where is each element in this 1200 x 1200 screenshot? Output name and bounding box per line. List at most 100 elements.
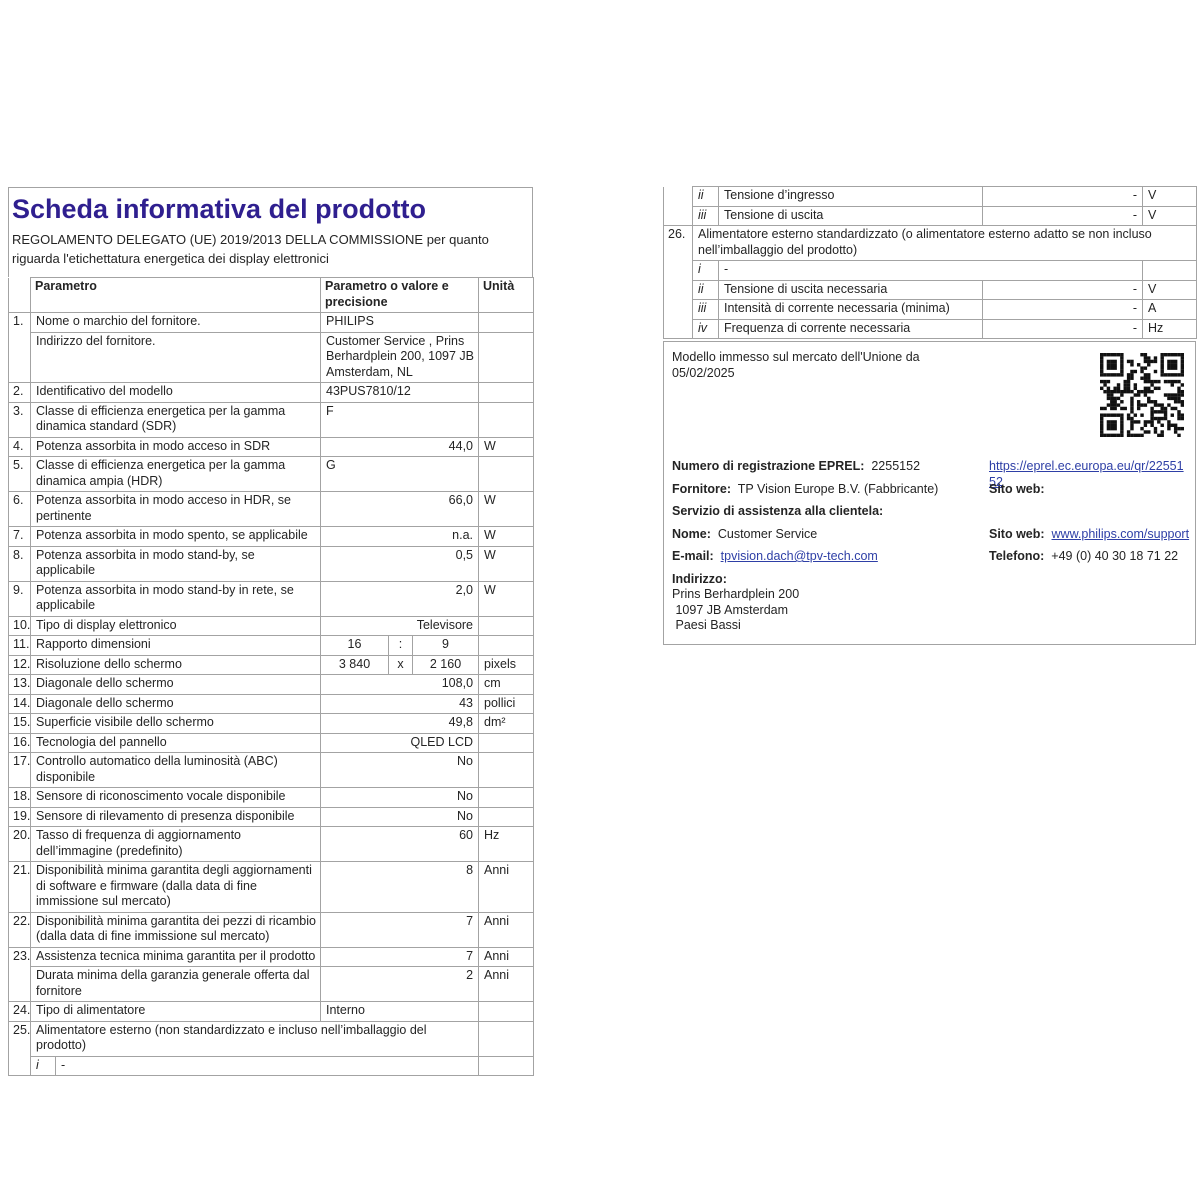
param-label: Frequenza di corrente necessaria	[718, 318, 983, 339]
unit-label	[478, 635, 535, 656]
param-value: 7	[319, 911, 480, 948]
param-value: -	[982, 205, 1143, 226]
field-label: Nome:	[672, 526, 711, 541]
sub-number: iv	[692, 318, 719, 339]
param-value: n.a.	[319, 526, 480, 547]
header-unita: Unità	[478, 277, 535, 313]
value-part-2: 2 160	[411, 654, 480, 675]
row-number	[663, 186, 693, 226]
table-row: 4. Potenza assorbita in modo acceso in SD…	[8, 436, 535, 457]
sub-number: iii	[692, 299, 719, 320]
eprel-link[interactable]: https://eprel.ec.europa.eu/qr/2255152	[989, 459, 1184, 489]
table-row: 6. Potenza assorbita in modo acceso in HD…	[8, 491, 535, 527]
table-row: 23. Assistenza tecnica minima garantita p…	[8, 946, 535, 1002]
row-number: 18.	[8, 787, 31, 808]
title-box: Scheda informativa del prodotto REGOLAME…	[8, 187, 533, 277]
row-number: 20.	[8, 826, 31, 862]
table-row: ii Tensione di uscita necessaria - V	[664, 279, 1197, 300]
table-row: 13. Diagonale dello schermo 108,0 cm	[8, 674, 535, 695]
table-row: iii Tensione di uscita - V	[664, 205, 1197, 226]
param-value: QLED LCD	[319, 732, 480, 753]
sub-number: i	[30, 1055, 56, 1076]
header-valore: Parametro o valore e pre­cisione	[319, 277, 480, 313]
row-number: 8.	[8, 545, 31, 582]
param-value: -	[718, 260, 1143, 281]
param-value: 43PUS7810/12	[319, 382, 480, 403]
param-label: Intensità di corrente necessaria (minima…	[718, 299, 983, 320]
email-row: E-mail: tpvision.dach@tpv-tech.com Telefo…	[672, 549, 1187, 565]
field-label: Servizio di assistenza alla clientela:	[672, 504, 884, 518]
param-value: Interno	[319, 1001, 480, 1022]
param-label: Potenza assorbita in modo stand-by in re…	[30, 580, 321, 617]
unit-label	[478, 806, 535, 827]
table-row: iii Intensità di corrente necessaria (min…	[664, 299, 1197, 320]
unit-label	[478, 312, 535, 333]
param-label: Potenza assorbita in modo acceso in SDR	[30, 436, 321, 457]
table-row: i-	[9, 1055, 535, 1076]
unit-label	[478, 401, 535, 438]
field-label: Numero di registrazione EPREL:	[672, 459, 865, 473]
param-value: G	[319, 456, 480, 492]
param-value: No	[319, 752, 480, 788]
param-value: -	[982, 299, 1143, 320]
philips-support-link[interactable]: www.philips.com/support	[1051, 526, 1190, 541]
row-number: 19.	[8, 806, 31, 827]
param-label: Sensore di rilevamento di presenza dispo…	[30, 806, 321, 827]
unit-label: Anni	[478, 911, 535, 948]
unit-label: Anni	[478, 861, 535, 913]
address-line: Prins Berhardplein 200	[672, 587, 800, 601]
eprel-row: Numero di registrazione EPREL: 2255152 ht…	[672, 459, 1187, 489]
table-row: 8. Potenza assorbita in modo stand-by, se…	[8, 545, 535, 582]
unit-label: W	[478, 436, 535, 457]
sub-number: ii	[692, 279, 719, 300]
info-left-column: Servizio di assistenza alla clientela:	[672, 504, 982, 520]
param-value: PHILIPS	[319, 312, 480, 333]
param-label: Disponibilità minima garantita degli agg…	[30, 861, 321, 913]
table-row: 19. Sensore di rilevamento di presenza di…	[8, 806, 535, 827]
row-number: 24.	[8, 1001, 31, 1022]
sub-number: iii	[692, 205, 719, 226]
table-row: 7. Potenza assorbita in modo spento, se a…	[8, 526, 535, 547]
email-link[interactable]: tpvision.dach@tpv-tech.com	[720, 549, 878, 563]
param-value: 49,8	[319, 713, 480, 734]
unit-label: W	[478, 580, 535, 617]
param-label: Tensione d’ingresso	[718, 186, 983, 207]
unit-label: Hz	[1142, 318, 1197, 339]
info-left-column: Fornitore: TP Vision Europe B.V. (Fabbri…	[672, 481, 939, 496]
row-number: 16.	[8, 732, 31, 753]
row-number: 21.	[8, 861, 31, 913]
table-row: 16. Tecnologia del pannello QLED LCD	[8, 732, 535, 753]
unit-label: dm²	[478, 713, 535, 734]
info-left-column: Indirizzo:	[672, 572, 982, 588]
param-label: Potenza assorbita in modo stand-by, se a…	[30, 545, 321, 582]
unit-label: A	[1142, 299, 1197, 320]
unit-label	[478, 732, 535, 753]
unit-label	[478, 456, 535, 492]
main-sheet-block: Scheda informativa del prodotto REGOLAME…	[8, 187, 535, 1076]
unit-label	[478, 752, 535, 788]
table-header-row: Parametro Parametro o valore e pre­cisio…	[8, 277, 535, 313]
row-number: 10.	[8, 615, 31, 636]
param-label: Tecnologia del pannello	[30, 732, 321, 753]
param-label: Nome o marchio del fornitore.	[30, 312, 321, 333]
field-label: Sito web:	[989, 526, 1045, 541]
table-row: 26. Alimentatore esterno standardizzato (…	[663, 225, 1197, 339]
param-label: Alimentatore esterno standardizzato (o a…	[692, 225, 1197, 261]
param-label: Tasso di frequenza di aggiornamento dell…	[30, 826, 321, 862]
info-right-column: Sito web: www.philips.com/support	[989, 527, 1197, 543]
table-row: iv Frequenza di corrente necessaria - Hz	[664, 318, 1197, 339]
row-number: 7.	[8, 526, 31, 547]
row-number: 9.	[8, 580, 31, 617]
param-value: 2	[319, 966, 480, 1002]
table-row: 12. Risoluzione dello schermo 3 840 x 2 160 p…	[8, 654, 535, 675]
param-label: Identificativo del modello	[30, 382, 321, 403]
table-row: 24. Tipo di alimentatore Interno	[8, 1001, 535, 1022]
value-separator: x	[388, 654, 413, 675]
param-value: -	[982, 186, 1143, 207]
table-row: 1. Nome o marchio del fornitore. PHILIPS	[8, 312, 535, 383]
unit-label: V	[1142, 205, 1197, 226]
row-number: 23.	[8, 946, 31, 1002]
unit-label: pixels	[478, 654, 535, 675]
table-row: 3. Classe di efficienza energetica per la…	[8, 401, 535, 438]
table-row: 18. Sensore di riconoscimento vocale disp…	[8, 787, 535, 808]
